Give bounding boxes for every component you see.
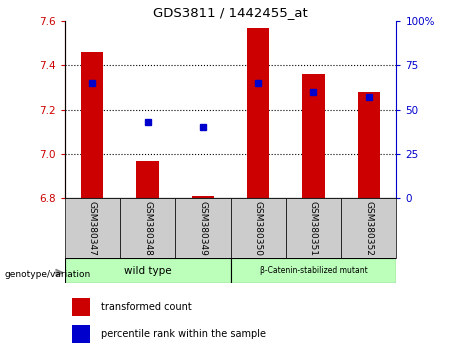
Bar [136, 161, 159, 198]
Text: transformed count: transformed count [101, 302, 192, 313]
Bar [72, 298, 90, 316]
Text: GSM380347: GSM380347 [88, 201, 97, 256]
Bar [230, 258, 396, 283]
Text: β-Catenin-stabilized mutant: β-Catenin-stabilized mutant [260, 266, 367, 275]
Text: percentile rank within the sample: percentile rank within the sample [101, 329, 266, 339]
Text: GSM380352: GSM380352 [364, 201, 373, 256]
Text: GSM380350: GSM380350 [254, 201, 263, 256]
Bar [230, 198, 286, 258]
Bar [65, 258, 230, 283]
Text: GSM380351: GSM380351 [309, 201, 318, 256]
Bar [302, 74, 325, 198]
Bar [192, 196, 214, 198]
Bar [286, 198, 341, 258]
Bar [358, 92, 380, 198]
Bar [341, 198, 396, 258]
Bar [65, 198, 120, 258]
Bar [72, 325, 90, 343]
Bar [247, 28, 269, 198]
Bar [175, 198, 230, 258]
Text: GSM380349: GSM380349 [198, 201, 207, 256]
Title: GDS3811 / 1442455_at: GDS3811 / 1442455_at [153, 6, 308, 19]
Bar [120, 198, 175, 258]
Bar [81, 52, 103, 198]
Text: wild type: wild type [124, 266, 171, 276]
Text: genotype/variation: genotype/variation [5, 270, 91, 279]
Text: GSM380348: GSM380348 [143, 201, 152, 256]
